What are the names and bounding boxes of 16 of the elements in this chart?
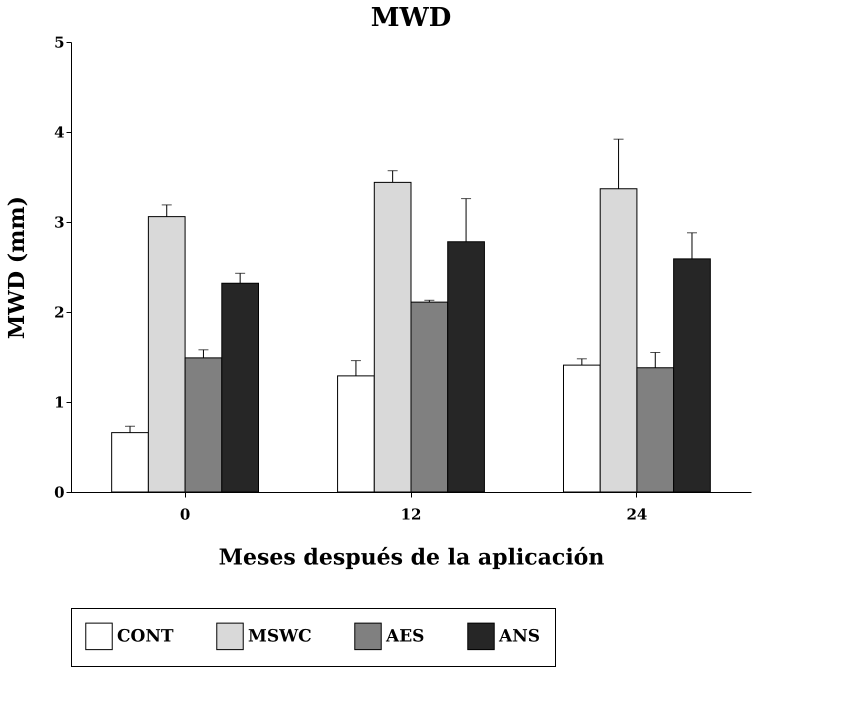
y-tick-label: 5 <box>54 34 64 52</box>
y-tick-label: 4 <box>54 124 64 142</box>
y-tick-label: 0 <box>54 484 64 502</box>
legend-label: MSWC <box>248 626 312 646</box>
y-tick-label: 3 <box>54 214 64 232</box>
legend-label: ANS <box>498 626 540 646</box>
x-tick-label: 24 <box>626 506 648 524</box>
x-axis-title: Meses después de la aplicación <box>218 544 604 570</box>
y-tick-label: 1 <box>54 394 64 412</box>
y-axis-title: MWD (mm) <box>4 196 30 340</box>
x-tick-label: 12 <box>400 506 422 524</box>
legend-label: CONT <box>117 626 174 646</box>
y-tick-label: 2 <box>54 304 64 322</box>
legend-label: AES <box>385 626 424 646</box>
chart-title: MWD <box>370 3 452 33</box>
x-tick-label: 0 <box>180 506 190 524</box>
